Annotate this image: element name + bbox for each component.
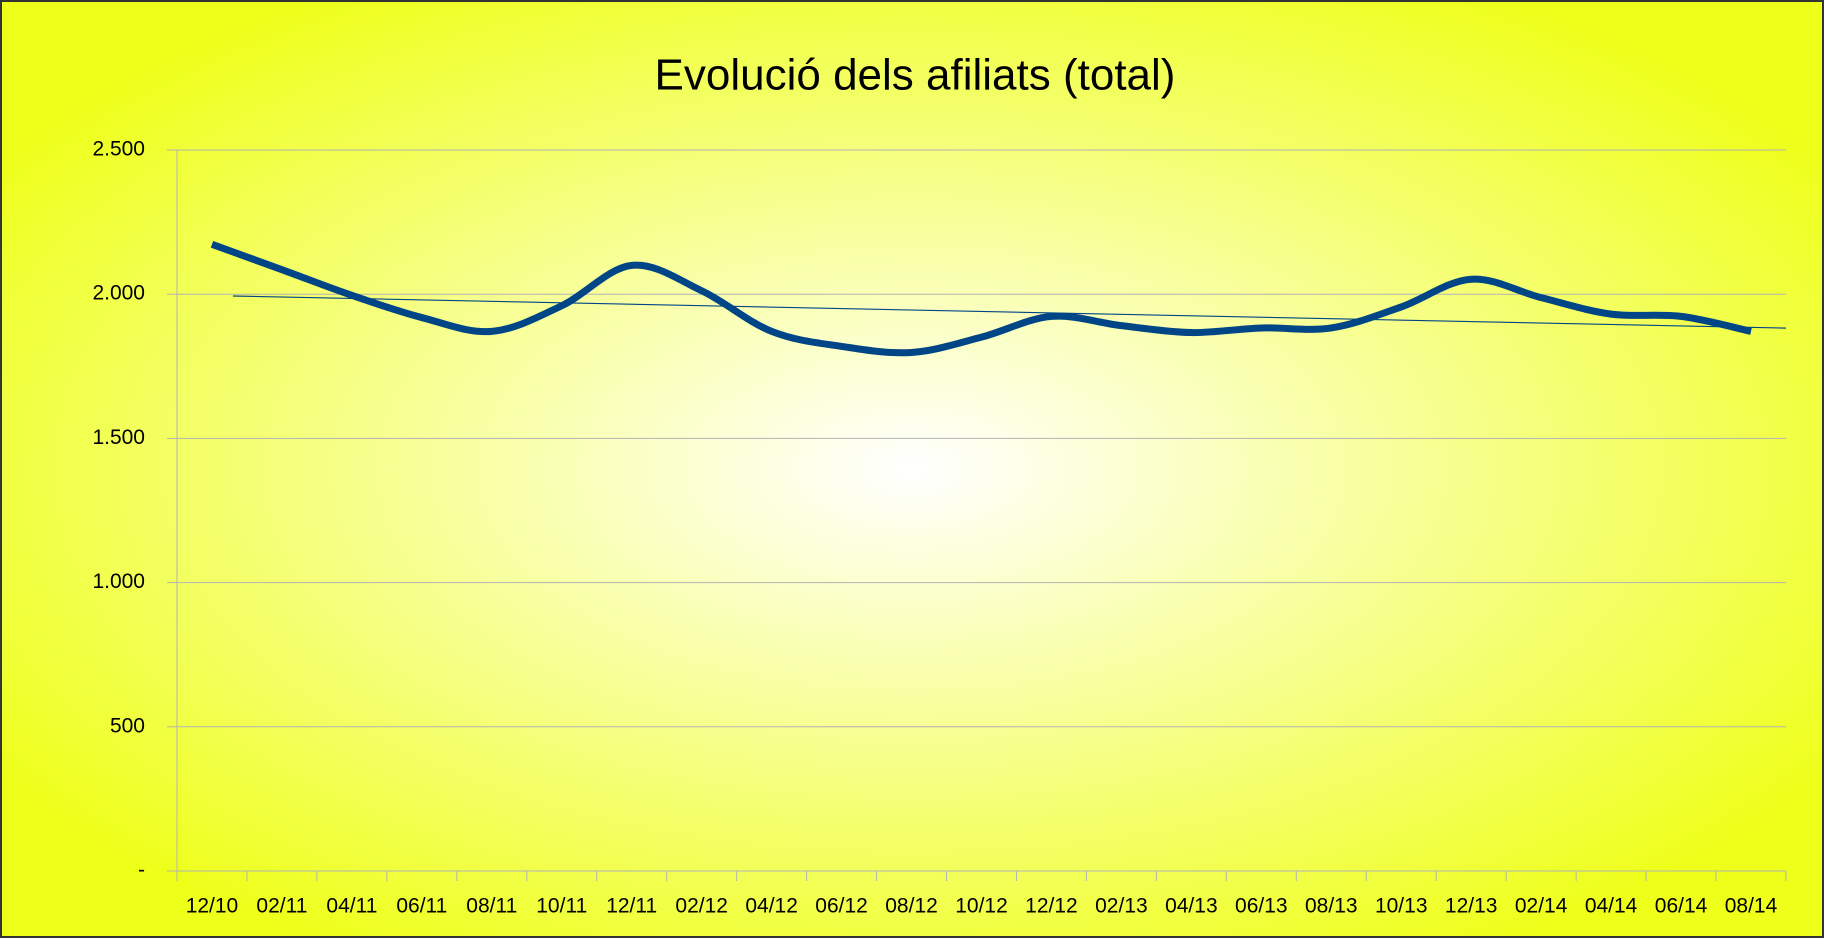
- x-tick-label: 10/11: [536, 895, 587, 918]
- x-tick-label: 08/14: [1725, 895, 1778, 918]
- data-line: [210, 241, 1752, 357]
- x-tick-label: 04/14: [1585, 895, 1638, 918]
- x-tick-label: 04/13: [1165, 895, 1218, 918]
- x-tick-label: 08/13: [1305, 895, 1358, 918]
- x-tick-label: 06/14: [1655, 895, 1708, 918]
- y-tick-label: 2.000: [92, 282, 145, 305]
- x-tick-label: 12/12: [1025, 895, 1078, 918]
- y-tick-label: 1.000: [92, 570, 145, 593]
- y-tick-label: -: [138, 859, 145, 882]
- x-tick-label: 12/13: [1445, 895, 1498, 918]
- x-tick-label: 12/11: [606, 895, 657, 918]
- x-tick-label: 02/14: [1515, 895, 1568, 918]
- y-tick-label: 500: [110, 714, 145, 737]
- x-tick-label: 12/10: [186, 895, 239, 918]
- x-tick-label: 06/12: [815, 895, 868, 918]
- x-tick-label: 06/13: [1235, 895, 1288, 918]
- x-tick-label: 06/11: [396, 895, 447, 918]
- x-tick-label: 04/12: [745, 895, 798, 918]
- x-tick-label: 02/13: [1095, 895, 1148, 918]
- x-tick-label: 02/12: [675, 895, 728, 918]
- x-tick-label: 02/11: [256, 895, 307, 918]
- y-tick-label: 2.500: [92, 138, 145, 161]
- chart-title: Evolució dels afiliats (total): [655, 51, 1176, 100]
- x-tick-label: 10/13: [1375, 895, 1428, 918]
- x-tick-label: 10/12: [955, 895, 1008, 918]
- trend-line: [232, 295, 1787, 329]
- y-tick-label: 1.500: [92, 426, 145, 449]
- x-tick-label: 08/11: [466, 895, 517, 918]
- x-tick-label: 04/11: [326, 895, 377, 918]
- x-tick-label: 08/12: [885, 895, 938, 918]
